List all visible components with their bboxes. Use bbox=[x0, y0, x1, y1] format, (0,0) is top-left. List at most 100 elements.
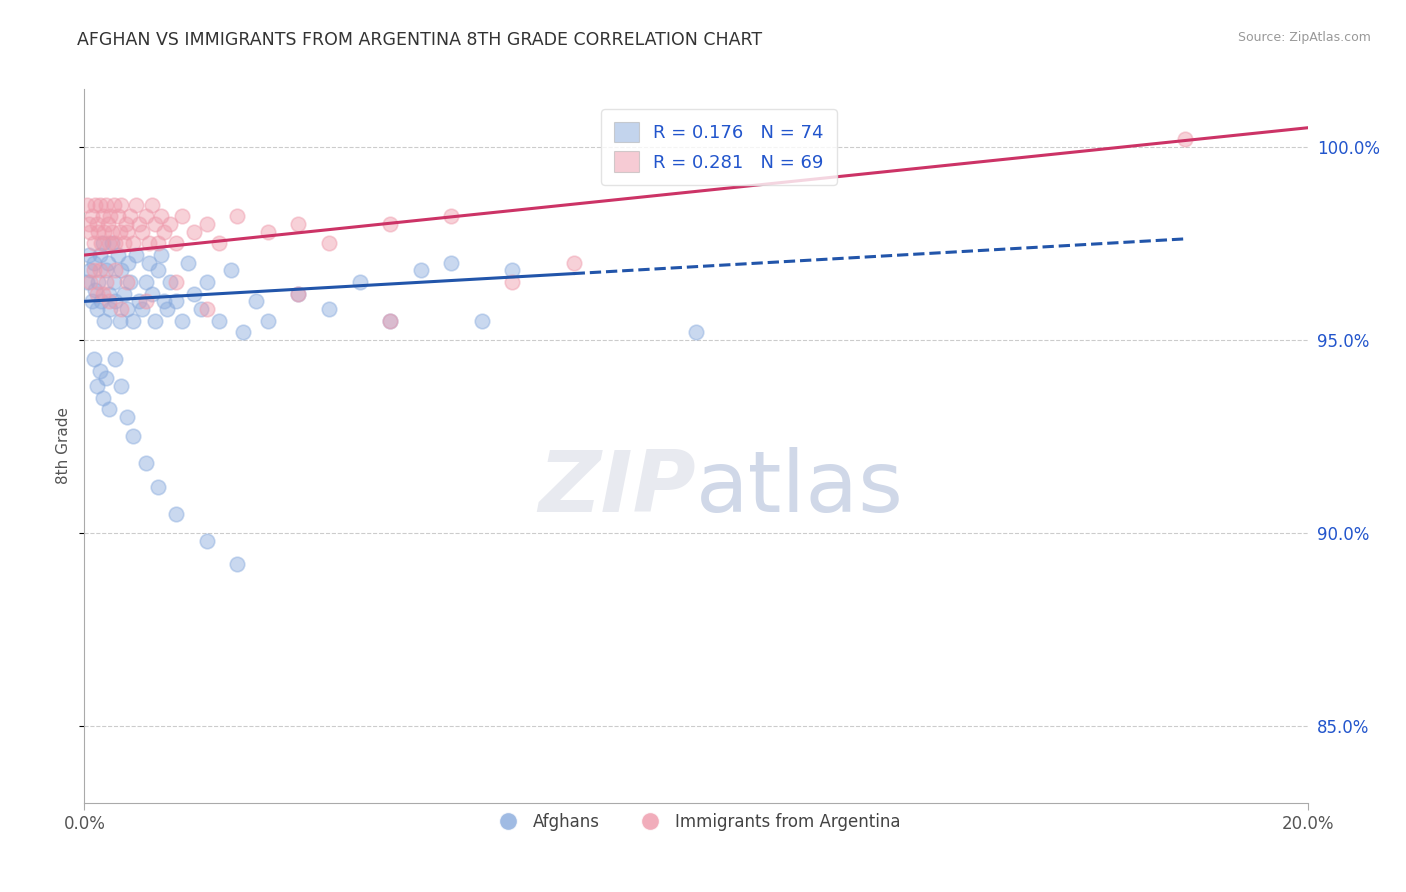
Point bbox=[318, 236, 340, 251]
Text: AFGHAN VS IMMIGRANTS FROM ARGENTINA 8TH GRADE CORRELATION CHART: AFGHAN VS IMMIGRANTS FROM ARGENTINA 8TH … bbox=[77, 31, 762, 49]
Point bbox=[87, 225, 110, 239]
Legend: Afghans, Immigrants from Argentina: Afghans, Immigrants from Argentina bbox=[485, 806, 907, 838]
Point bbox=[97, 256, 120, 270]
Point bbox=[146, 479, 169, 493]
Point bbox=[195, 217, 218, 231]
Point bbox=[104, 294, 127, 309]
Point bbox=[685, 325, 707, 339]
Point bbox=[115, 217, 138, 231]
Point bbox=[94, 263, 117, 277]
Point bbox=[97, 286, 120, 301]
Point bbox=[177, 256, 200, 270]
Point bbox=[79, 275, 101, 289]
Point bbox=[83, 352, 105, 367]
Point bbox=[502, 263, 524, 277]
Point bbox=[90, 294, 112, 309]
Y-axis label: 8th Grade: 8th Grade bbox=[56, 408, 72, 484]
Point bbox=[90, 236, 112, 251]
Point bbox=[122, 313, 145, 327]
Point bbox=[83, 263, 105, 277]
Point bbox=[86, 379, 108, 393]
Point bbox=[110, 379, 132, 393]
Point bbox=[245, 294, 267, 309]
Point bbox=[287, 286, 309, 301]
Point bbox=[165, 275, 187, 289]
Point bbox=[318, 301, 340, 316]
Point bbox=[195, 533, 218, 548]
Point bbox=[141, 286, 163, 301]
Point bbox=[440, 210, 463, 224]
Point bbox=[97, 402, 120, 417]
Point bbox=[104, 352, 127, 367]
Point bbox=[135, 210, 157, 224]
Text: Source: ZipAtlas.com: Source: ZipAtlas.com bbox=[1237, 31, 1371, 45]
Point bbox=[153, 294, 176, 309]
Text: ZIP: ZIP bbox=[538, 447, 696, 531]
Point bbox=[159, 275, 181, 289]
Point bbox=[440, 256, 463, 270]
Point bbox=[86, 217, 108, 231]
Point bbox=[84, 198, 107, 212]
Point bbox=[79, 263, 101, 277]
Point bbox=[183, 286, 205, 301]
Point bbox=[110, 263, 132, 277]
Point bbox=[91, 286, 114, 301]
Point bbox=[232, 325, 254, 339]
Point bbox=[107, 210, 129, 224]
Point bbox=[131, 301, 153, 316]
Point bbox=[141, 198, 163, 212]
Point bbox=[104, 263, 127, 277]
Point bbox=[165, 294, 187, 309]
Point bbox=[208, 236, 231, 251]
Point bbox=[84, 283, 107, 297]
Point bbox=[76, 198, 98, 212]
Point bbox=[97, 294, 120, 309]
Point bbox=[80, 294, 103, 309]
Point bbox=[91, 391, 114, 405]
Point bbox=[409, 263, 432, 277]
Point bbox=[287, 217, 309, 231]
Point bbox=[156, 301, 179, 316]
Point bbox=[103, 275, 125, 289]
Point bbox=[115, 301, 138, 316]
Point bbox=[502, 275, 524, 289]
Point bbox=[104, 236, 127, 251]
Point bbox=[108, 225, 131, 239]
Point bbox=[89, 198, 111, 212]
Point bbox=[146, 236, 169, 251]
Point bbox=[89, 364, 111, 378]
Point bbox=[183, 225, 205, 239]
Point bbox=[98, 210, 121, 224]
Point bbox=[115, 225, 138, 239]
Point bbox=[135, 275, 157, 289]
Point bbox=[153, 225, 176, 239]
Point bbox=[77, 248, 100, 262]
Point bbox=[103, 198, 125, 212]
Point bbox=[89, 263, 111, 277]
Point bbox=[79, 225, 101, 239]
Point bbox=[146, 263, 169, 277]
Point bbox=[83, 256, 105, 270]
Point bbox=[219, 263, 242, 277]
Point bbox=[120, 275, 142, 289]
Point bbox=[138, 256, 160, 270]
Text: atlas: atlas bbox=[696, 447, 904, 531]
Point bbox=[108, 313, 131, 327]
Point bbox=[93, 225, 115, 239]
Point bbox=[128, 294, 150, 309]
Point bbox=[76, 275, 98, 289]
Point bbox=[226, 210, 249, 224]
Point bbox=[380, 313, 402, 327]
Point bbox=[97, 236, 120, 251]
Point bbox=[86, 301, 108, 316]
Point bbox=[380, 217, 402, 231]
Point bbox=[471, 313, 494, 327]
Point bbox=[101, 225, 124, 239]
Point bbox=[83, 236, 105, 251]
Point bbox=[149, 210, 172, 224]
Point bbox=[122, 429, 145, 443]
Point bbox=[165, 236, 187, 251]
Point bbox=[143, 313, 166, 327]
Point bbox=[131, 225, 153, 239]
Point bbox=[112, 236, 135, 251]
